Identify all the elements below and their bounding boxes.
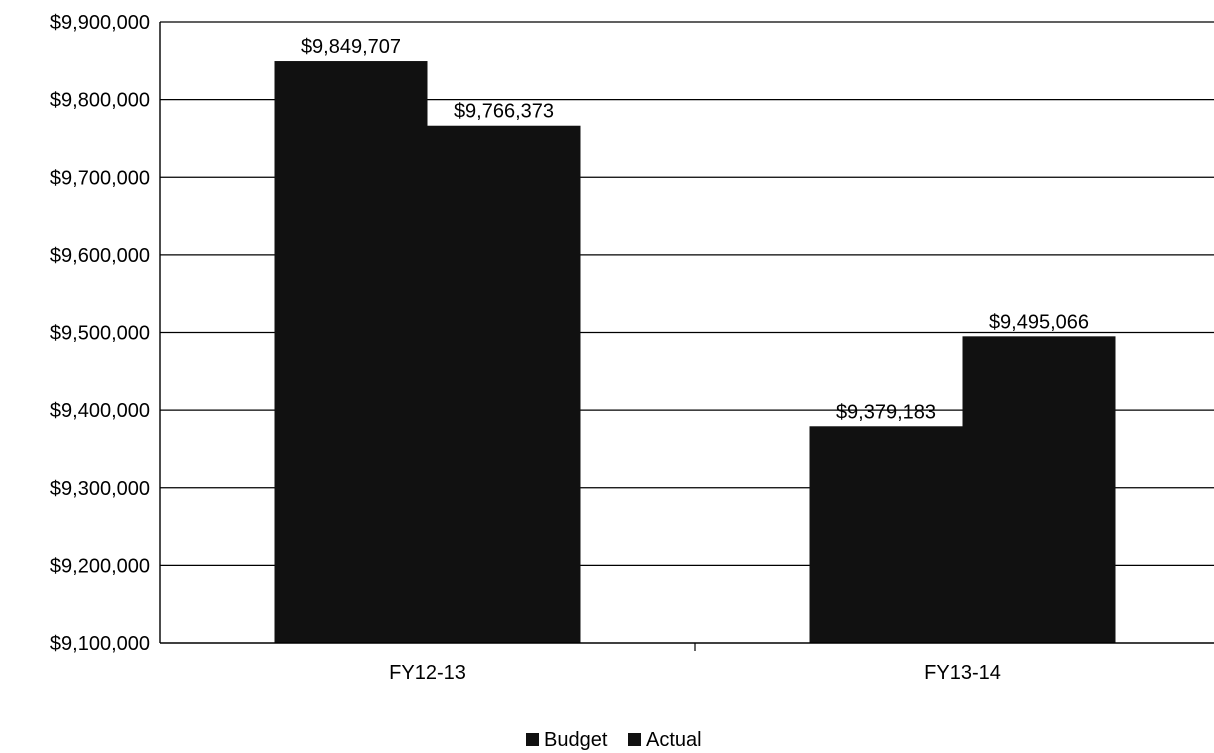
- y-tick-label: $9,600,000: [50, 245, 150, 267]
- legend-swatch-budget: [526, 733, 539, 746]
- bar-budget-fy13-14: [809, 426, 963, 643]
- data-label: $9,766,373: [454, 101, 554, 123]
- legend: Budget Actual: [526, 729, 702, 751]
- bars: [274, 61, 1116, 644]
- x-axis-tick-labels: FY12-13 FY13-14: [389, 662, 1001, 684]
- axes: [159, 22, 1214, 651]
- y-tick-label: $9,900,000: [50, 12, 150, 34]
- y-tick-label: $9,400,000: [50, 400, 150, 422]
- y-tick-label: $9,300,000: [50, 478, 150, 500]
- data-label: $9,849,707: [301, 36, 401, 58]
- legend-swatch-actual: [628, 733, 641, 746]
- y-tick-label: $9,500,000: [50, 323, 150, 345]
- data-label: $9,379,183: [836, 401, 936, 423]
- y-tick-label: $9,200,000: [50, 555, 150, 577]
- bar-actual-fy12-13: [427, 125, 581, 643]
- y-tick-label: $9,100,000: [50, 633, 150, 655]
- x-tick-label: FY13-14: [924, 662, 1001, 684]
- data-labels: $9,849,707 $9,766,373 $9,379,183 $9,495,066: [301, 36, 1089, 423]
- data-label: $9,495,066: [989, 311, 1089, 333]
- legend-label-actual: Actual: [646, 729, 702, 751]
- bar-budget-fy12-13: [274, 61, 428, 644]
- y-tick-label: $9,800,000: [50, 90, 150, 112]
- bar-actual-fy13-14: [962, 336, 1116, 643]
- x-tick-label: FY12-13: [389, 662, 466, 684]
- y-tick-label: $9,700,000: [50, 167, 150, 189]
- y-axis-tick-labels: $9,100,000 $9,200,000 $9,300,000 $9,400,000…: [50, 12, 150, 655]
- legend-label-budget: Budget: [544, 729, 608, 751]
